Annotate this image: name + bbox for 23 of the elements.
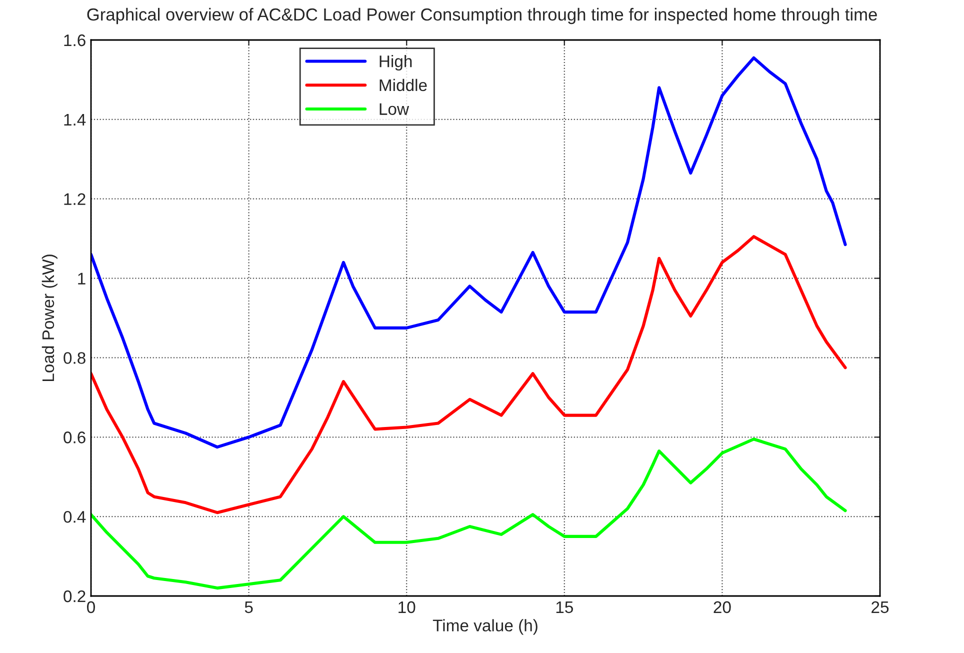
y-tick-label: 0.6 bbox=[64, 432, 86, 444]
legend-label: Low bbox=[380, 103, 410, 115]
x-tick-label: 20 bbox=[714, 601, 731, 614]
y-tick-label: 1 bbox=[78, 272, 86, 284]
x-axis-title: Time value (h) bbox=[432, 619, 538, 635]
y-tick-label: 1.4 bbox=[64, 114, 86, 126]
y-tick-label: 1.6 bbox=[64, 34, 86, 46]
x-tick-label: 15 bbox=[556, 601, 573, 614]
line-series bbox=[91, 438, 847, 590]
y-tick-label: 0.2 bbox=[64, 590, 86, 602]
line-series bbox=[91, 56, 847, 449]
line-series bbox=[91, 235, 847, 514]
x-tick-label: 10 bbox=[398, 601, 416, 614]
y-axis-title: Load Power (kW) bbox=[42, 254, 58, 381]
x-tick-label: 0 bbox=[87, 601, 95, 614]
x-tick-label: 5 bbox=[244, 601, 253, 614]
x-tick-label: 25 bbox=[872, 601, 889, 614]
legend-label: Middle bbox=[380, 78, 427, 92]
y-tick-label: 0.4 bbox=[64, 510, 86, 523]
y-tick-label: 1.2 bbox=[64, 193, 86, 205]
legend-label: High bbox=[380, 55, 412, 71]
y-tick-label: 0.8 bbox=[64, 352, 86, 364]
chart-title: Graphical overview of AC&DC Load Power Consumption through time for inspected home through time bbox=[87, 8, 877, 24]
